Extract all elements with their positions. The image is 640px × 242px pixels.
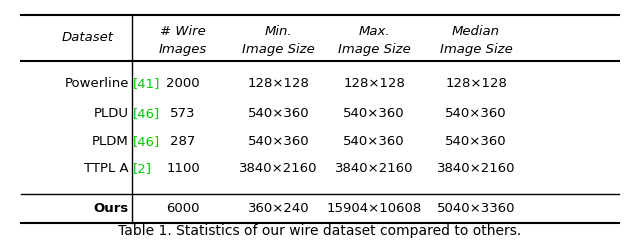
Text: 287: 287 (170, 135, 196, 148)
Text: 128×128: 128×128 (343, 77, 405, 91)
Text: 540×360: 540×360 (445, 135, 507, 148)
Text: Image Size: Image Size (440, 43, 513, 56)
Text: PLDU: PLDU (94, 107, 129, 120)
Text: [46]: [46] (133, 107, 161, 120)
Text: Ours: Ours (93, 202, 129, 215)
Text: [41]: [41] (133, 77, 161, 91)
Text: [2]: [2] (133, 162, 152, 175)
Text: Min.: Min. (265, 25, 292, 38)
Text: 540×360: 540×360 (445, 107, 507, 120)
Text: Median: Median (452, 25, 500, 38)
Text: 360×240: 360×240 (248, 202, 309, 215)
Text: 3840×2160: 3840×2160 (335, 162, 413, 175)
Text: Max.: Max. (358, 25, 390, 38)
Text: 3840×2160: 3840×2160 (437, 162, 515, 175)
Text: 2000: 2000 (166, 77, 200, 91)
Text: Powerline: Powerline (65, 77, 129, 91)
Text: Table 1. Statistics of our wire dataset compared to others.: Table 1. Statistics of our wire dataset … (118, 224, 522, 238)
Text: 573: 573 (170, 107, 196, 120)
Text: 6000: 6000 (166, 202, 200, 215)
Text: [46]: [46] (133, 135, 161, 148)
Text: Image Size: Image Size (242, 43, 315, 56)
Text: 1100: 1100 (166, 162, 200, 175)
Text: 128×128: 128×128 (248, 77, 310, 91)
Text: 3840×2160: 3840×2160 (239, 162, 318, 175)
Text: 540×360: 540×360 (343, 135, 405, 148)
Text: 15904×10608: 15904×10608 (326, 202, 422, 215)
Text: 540×360: 540×360 (248, 135, 309, 148)
Text: TTPL A: TTPL A (84, 162, 129, 175)
Text: Images: Images (159, 43, 207, 56)
Text: 128×128: 128×128 (445, 77, 507, 91)
Text: PLDM: PLDM (92, 135, 129, 148)
Text: 540×360: 540×360 (248, 107, 309, 120)
Text: 5040×3360: 5040×3360 (437, 202, 515, 215)
Text: 540×360: 540×360 (343, 107, 405, 120)
Text: Image Size: Image Size (338, 43, 410, 56)
Text: Dataset: Dataset (61, 31, 113, 44)
Text: # Wire: # Wire (160, 25, 206, 38)
